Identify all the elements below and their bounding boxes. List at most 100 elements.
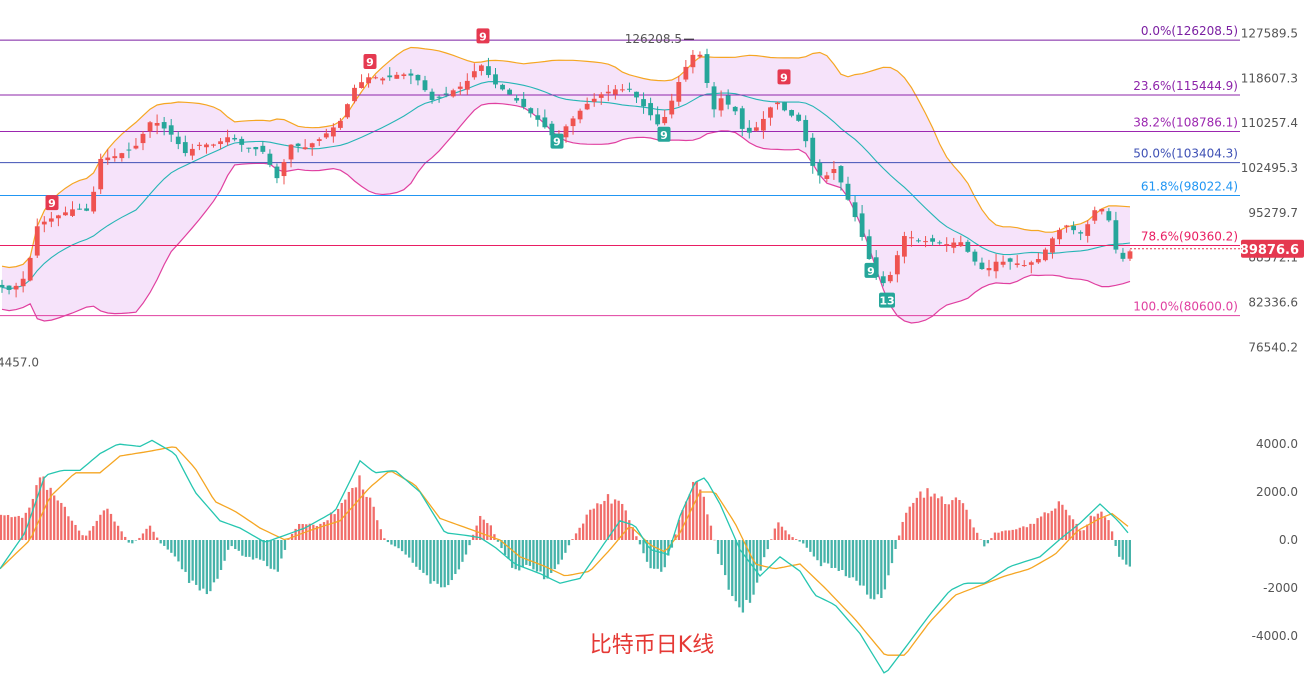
macd-histogram-bar [475,525,478,540]
macd-histogram-bar [716,540,720,554]
candle-body [1050,238,1055,253]
candle-body [281,162,287,177]
macd-histogram-bar [890,540,894,564]
current-price-label: 89876.6 [1240,243,1299,258]
candle-body [189,148,195,156]
macd-histogram-bar [70,520,74,540]
candle-body [175,136,181,145]
macd-histogram-bar [660,540,663,572]
fib-level-label: 23.6%(115444.9) [1133,79,1238,93]
macd-histogram-bar [866,540,869,595]
candle-body [1106,211,1112,221]
macd-histogram-bar [21,517,24,540]
macd-histogram-bar [745,540,748,600]
macd-histogram-bar [993,532,997,540]
macd-histogram-bar [184,540,187,572]
macd-histogram-bar [35,485,38,540]
candle-body [84,208,89,211]
candle-body [352,87,357,102]
macd-histogram-bar [45,489,49,540]
macd-histogram-bar [376,520,379,540]
candle-body [302,147,308,150]
macd-histogram-bar [116,525,120,540]
macd-histogram-bar [138,537,141,540]
macd-histogram-bar [422,540,425,573]
macd-histogram-bar [887,540,890,576]
candle-body [1071,225,1076,231]
macd-histogram-bar [1032,523,1036,540]
candle-body [41,221,47,225]
candle-body [422,80,428,91]
candle-body [1064,225,1069,227]
macd-histogram-bar [269,540,272,569]
candle-body [119,153,125,159]
candle-body [761,118,766,131]
chart-caption: 比特币日K线 [589,633,715,658]
macd-histogram-bar [390,540,393,545]
macd-histogram-bar [471,534,475,540]
candle-body [782,102,787,111]
macd-histogram-bar [823,540,826,563]
candle-body [98,158,104,190]
macd-histogram-bar [968,519,972,540]
macd-histogram-bar [92,526,95,540]
macd-histogram-bar [49,487,52,540]
candle-body [923,241,928,243]
candle-body [345,104,350,118]
macd-histogram-bar [276,540,279,572]
macd-histogram-bar [400,540,404,552]
candle-body [542,117,548,128]
macd-histogram-bar [180,540,184,570]
macd-histogram-bar [365,496,368,540]
macd-histogram-bar [1011,529,1014,540]
macd-histogram-bar [3,515,6,540]
macd-histogram-bar [482,519,485,540]
candle-body [34,226,40,256]
macd-histogram-bar [38,477,42,540]
candle-body [1092,210,1098,221]
macd-histogram-bar [851,540,855,578]
macd-histogram-bar [596,503,599,540]
td-marker-badge [550,133,564,149]
macd-histogram-bar [1022,526,1025,540]
candle-body [1007,258,1013,262]
candle-body [824,175,830,179]
candle-body [225,137,230,143]
candle-body [161,122,167,129]
candle-body [253,146,259,150]
macd-histogram-bar [415,540,418,567]
candle-body [944,244,950,246]
macd-histogram-bar [1114,540,1117,546]
macd-histogram-bar [432,540,436,582]
candle-body [753,127,759,131]
macd-histogram-bar [397,540,400,549]
td-marker-label: 9 [479,30,487,43]
candle-body [768,107,773,118]
macd-histogram-bar [773,528,776,540]
macd-histogram-bar [535,540,539,572]
macd-histogram-bar [67,516,70,540]
candle-body [866,236,872,260]
macd-histogram-bar [1018,527,1021,540]
macd-histogram-bar [653,540,656,569]
macd-histogram-bar [976,532,979,540]
candle-body [1028,262,1034,265]
macd-histogram-bar [244,540,248,557]
candle-body [486,66,491,76]
macd-histogram-bar [187,540,191,583]
macd-histogram-bar [709,525,713,540]
macd-histogram-bar [1068,515,1071,540]
macd-histogram-bar [912,502,915,540]
macd-histogram-bar [876,540,879,595]
td-marker-label: 9 [867,265,875,278]
macd-histogram-bar [287,539,290,540]
macd-histogram-bar [56,500,59,540]
macd-histogram-bar [695,481,698,540]
candle-body [330,127,336,137]
fib-level-label: 0.0%(126208.5) [1141,24,1238,38]
low-price-annotation: 4457.0 [0,355,39,369]
macd-histogram-bar [755,540,759,583]
macd-histogram-bar [958,499,961,540]
macd-histogram-bar [1093,516,1096,540]
candle-body [993,261,999,272]
